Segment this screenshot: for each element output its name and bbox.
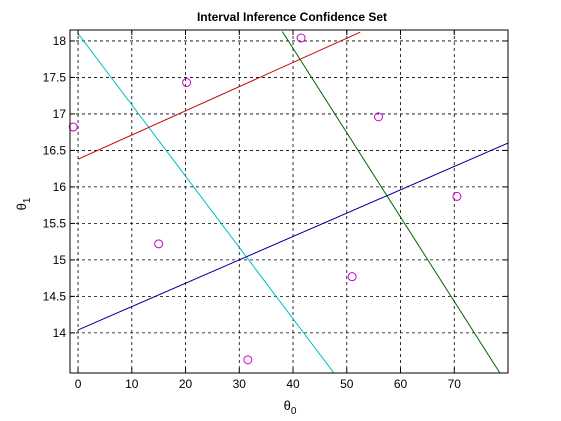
y-tick-label: 18: [53, 34, 67, 48]
y-axis-label-symbol: θ: [14, 203, 29, 210]
x-axis-label-symbol: θ: [284, 398, 291, 413]
y-tick-label: 16.5: [43, 143, 67, 157]
plot-background: [70, 30, 508, 373]
x-tick-label: 50: [340, 377, 354, 391]
series-line-4: [77, 142, 508, 331]
data-point: [182, 78, 192, 88]
chart-title: Interval Inference Confidence Set: [197, 10, 387, 24]
axes-frame: [69, 29, 509, 374]
x-tick-label: 40: [286, 377, 300, 391]
plot-area: 0 10 20 30 40 50 60 70 14 14.5 15 15.5 16 16.5 17 17.5 1…: [43, 29, 509, 391]
data-point: [347, 272, 357, 282]
y-tick-label: 14: [53, 326, 67, 340]
x-tick-label: 0: [75, 377, 82, 391]
y-tick-label: 14.5: [43, 289, 67, 303]
y-tick-label: 17: [53, 107, 67, 121]
y-tick-label: 15: [53, 253, 67, 267]
data-point: [68, 122, 78, 132]
x-tick-label: 10: [125, 377, 139, 391]
y-tick-label: 16: [53, 180, 67, 194]
x-tick-label: 30: [233, 377, 247, 391]
x-tick-label: 20: [179, 377, 193, 391]
data-point: [296, 33, 306, 43]
x-tick-label: 60: [394, 377, 408, 391]
data-point: [243, 355, 253, 365]
x-tick-label: 70: [448, 377, 462, 391]
x-axis-label: θ0: [284, 398, 297, 417]
series-line-2: [77, 31, 361, 160]
series-line-3: [281, 31, 501, 373]
data-point: [154, 239, 164, 249]
y-tick-label: 15.5: [43, 216, 67, 230]
y-tick-label: 17.5: [43, 70, 67, 84]
x-axis-label-subscript: 0: [291, 406, 297, 417]
y-axis-label-subscript: 1: [22, 197, 33, 203]
data-point: [452, 191, 462, 201]
y-axis-label: θ1: [14, 197, 33, 210]
data-point: [373, 112, 383, 122]
series-line-1: [77, 33, 335, 373]
